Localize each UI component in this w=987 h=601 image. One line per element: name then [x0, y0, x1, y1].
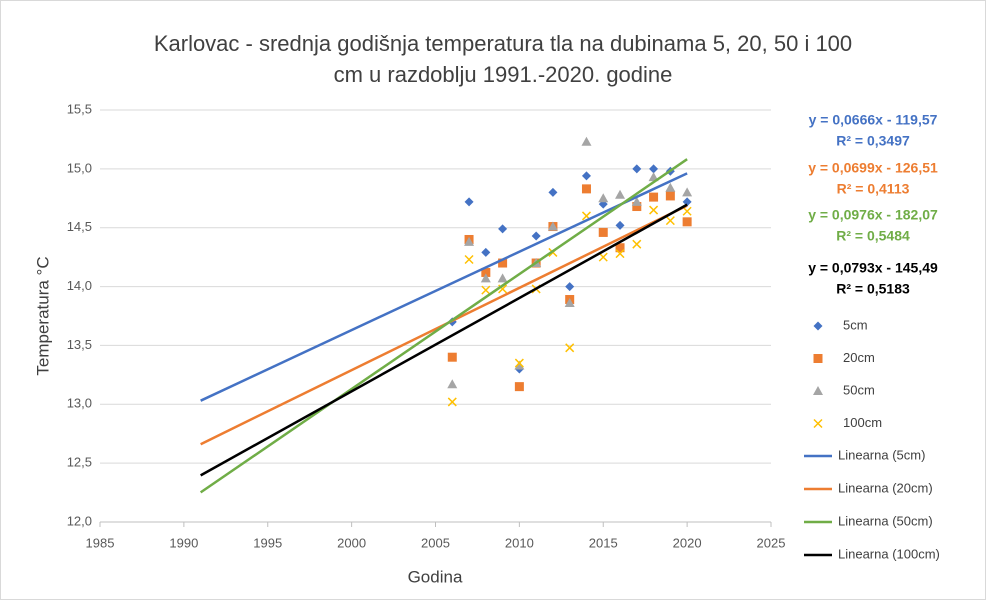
point [649, 164, 659, 174]
point [564, 298, 575, 308]
legend-label: 50cm [843, 382, 875, 397]
y-tick-label: 12,5 [67, 455, 92, 470]
y-tick-label: 15,5 [67, 101, 92, 116]
x-tick-label: 2010 [505, 535, 534, 550]
point [631, 196, 642, 206]
point [581, 184, 591, 194]
y-tick-label: 14,0 [67, 278, 92, 293]
chart-title: cm u razdoblju 1991.-2020. godine [334, 62, 673, 87]
point [514, 358, 524, 368]
legend-label: 20cm [843, 350, 875, 365]
trendline [200, 203, 688, 477]
point [514, 360, 525, 370]
x-tick-label: 2000 [337, 535, 366, 550]
point [682, 187, 693, 197]
y-axis-label: Temperatura °C [33, 256, 52, 375]
point [682, 206, 692, 216]
point [665, 191, 675, 201]
x-tick-label: 1995 [253, 535, 282, 550]
x-tick-label: 2005 [421, 535, 450, 550]
point [682, 217, 692, 227]
y-tick-label: 13,5 [67, 337, 92, 352]
point [565, 343, 575, 353]
legend-label: 100cm [843, 415, 882, 430]
legend-label: Linearna (5cm) [838, 447, 925, 462]
x-tick-label: 1990 [169, 535, 198, 550]
trend-equation: y = 0,0976x - 182,07 [808, 207, 938, 223]
x-tick-label: 1985 [86, 535, 115, 550]
legend-marker [813, 418, 823, 429]
point [632, 164, 642, 174]
y-tick-label: 15,0 [67, 160, 92, 175]
point [615, 243, 625, 253]
point [481, 267, 491, 277]
point [464, 254, 474, 265]
point [565, 282, 575, 292]
point [665, 216, 675, 226]
x-tick-label: 2025 [757, 535, 786, 550]
point [581, 171, 591, 181]
x-tick-label: 2015 [589, 535, 618, 550]
point [632, 202, 642, 212]
legend-marker [813, 321, 823, 331]
legend-label: Linearna (50cm) [838, 513, 933, 528]
point [649, 205, 659, 215]
chart-title: Karlovac - srednja godišnja temperatura … [154, 31, 852, 56]
x-tick-label: 2020 [673, 535, 702, 550]
point [649, 192, 659, 202]
point [615, 189, 626, 199]
trend-equation: y = 0,0666x - 119,57 [809, 112, 938, 128]
trend-equation: y = 0,0793x - 145,49 [808, 260, 938, 276]
trend-r2: R² = 0,3497 [836, 133, 910, 149]
point [598, 252, 608, 262]
legend-label: Linearna (20cm) [838, 480, 933, 495]
legend-label: 5cm [843, 317, 868, 332]
point [481, 247, 491, 257]
point [598, 193, 609, 203]
point [632, 239, 642, 249]
x-axis-label: Godina [408, 567, 463, 586]
point [531, 231, 541, 241]
point [464, 236, 475, 246]
point [547, 221, 558, 231]
point [514, 382, 524, 392]
point [581, 136, 592, 146]
y-tick-label: 12,0 [67, 513, 92, 528]
legend-marker [813, 386, 823, 395]
y-tick-label: 13,0 [67, 396, 92, 411]
point [498, 224, 508, 234]
point [615, 249, 625, 259]
point [682, 197, 692, 207]
legend-marker [813, 354, 823, 363]
point [464, 197, 474, 207]
point [615, 220, 625, 230]
trend-r2: R² = 0,5484 [836, 228, 910, 244]
point [447, 352, 457, 362]
trendline [200, 172, 688, 402]
point [480, 273, 491, 283]
y-tick-label: 14,5 [67, 219, 92, 234]
point [498, 258, 508, 268]
legend-label: Linearna (100cm) [838, 546, 940, 561]
point [447, 397, 457, 407]
trend-equation: y = 0,0699x - 126,51 [808, 160, 938, 176]
trendline [199, 158, 688, 494]
point [598, 227, 608, 237]
point [665, 182, 676, 192]
trend-r2: R² = 0,5183 [836, 281, 910, 297]
point [648, 172, 659, 182]
point [497, 273, 508, 283]
trend-r2: R² = 0,4113 [837, 181, 910, 197]
point [548, 187, 558, 197]
point [481, 285, 491, 295]
point [447, 379, 458, 389]
